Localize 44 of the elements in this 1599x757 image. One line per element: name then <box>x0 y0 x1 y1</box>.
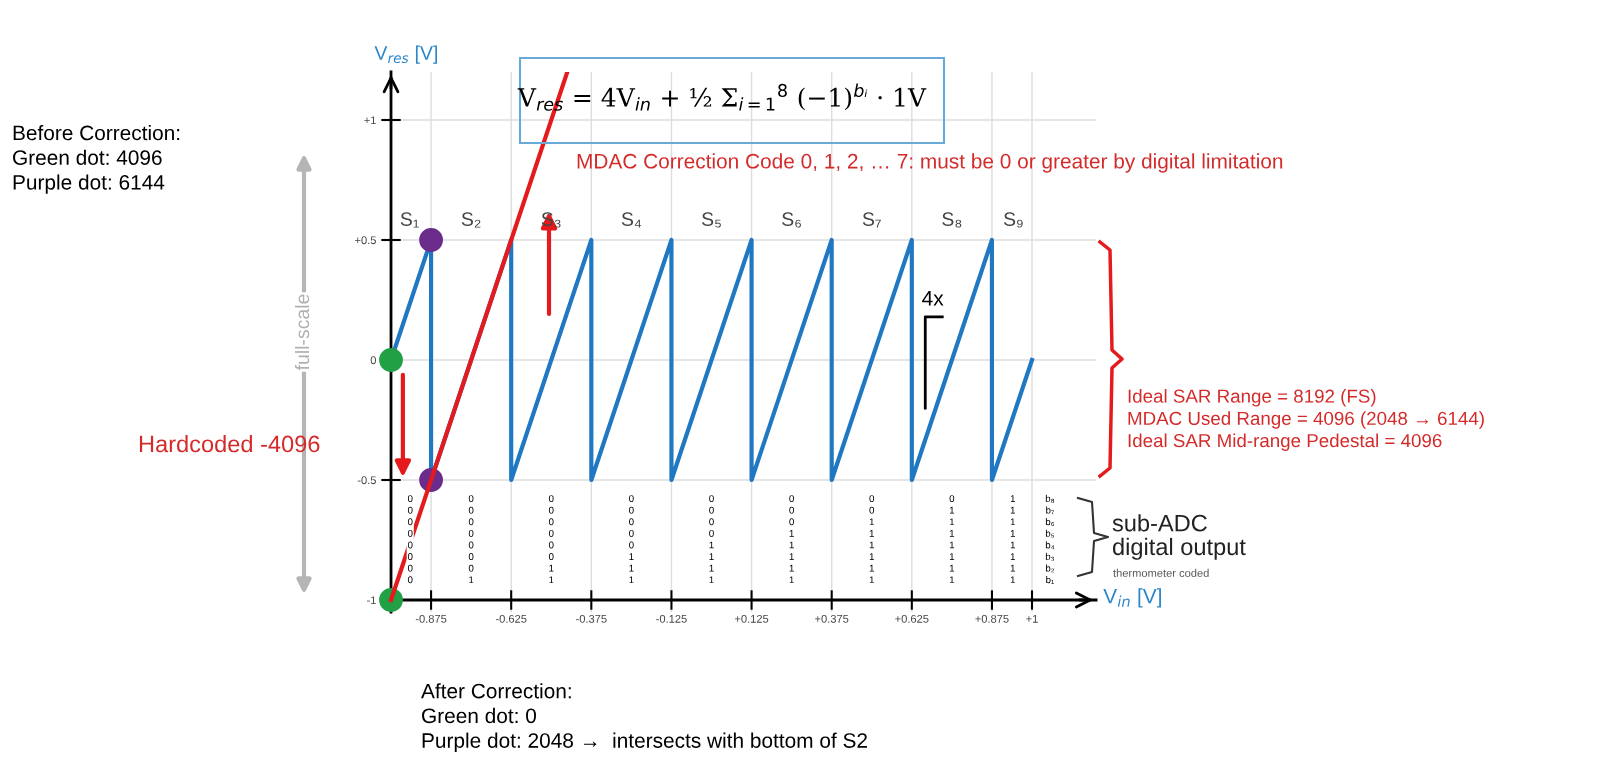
y-axis-title: V$_{res}$ [V] <box>374 45 437 64</box>
text: thermometer coded <box>1113 568 1209 577</box>
annotation: 0 0 0 0 0 0 0 1 <box>468 495 474 584</box>
annotation: 0 0 0 1 1 1 1 1 <box>789 495 794 584</box>
x-tick-label: -0.375 <box>576 614 607 623</box>
annotation: 0 1 1 1 1 1 1 1 <box>949 495 955 584</box>
text: Before Correction: Green dot: 4096 Purple dot: 6144 <box>13 125 180 194</box>
text: full-scale <box>294 294 310 371</box>
annotation: b₈ b₇ b₆ b₅ b₄ b₃ b₂ b₁ <box>1045 494 1055 584</box>
x-tick-label: -0.125 <box>656 614 687 623</box>
y-tick-label: -0.5 <box>357 476 376 485</box>
annotation: S₇ <box>862 212 881 228</box>
y-tick-label: +1 <box>364 116 376 125</box>
text: After Correction: Green dot: 0 Purple dot: 2048 → intersects with bottom of S2 <box>421 683 867 752</box>
annotation: 0 0 1 1 1 1 1 1 <box>869 495 875 584</box>
x-tick-label: +0.625 <box>895 614 929 623</box>
y-tick-label: -1 <box>367 596 376 605</box>
annotation: MDAC Correction Code 0, 1, 2, … 7: must be 0 or greater by digital limitation <box>577 153 1283 173</box>
annotation: 1 1 1 1 1 1 1 1 <box>1010 495 1015 584</box>
annotation: S₂ <box>461 212 481 228</box>
annotation: S₈ <box>942 212 962 228</box>
x-axis-title: V$_{in}$ [V] <box>1103 588 1161 608</box>
x-tick-label: +0.875 <box>975 614 1009 623</box>
annotation: 0 0 0 0 0 1 1 1 <box>629 495 634 584</box>
annotation: S₄ <box>621 212 642 228</box>
x-tick-label: +0.125 <box>734 614 769 623</box>
annotation: S₆ <box>782 212 801 228</box>
x-tick-label: -0.625 <box>495 614 527 623</box>
annotation: 4x <box>922 291 944 306</box>
annotation: S₁ <box>400 212 419 228</box>
annotation: 0 0 0 0 0 0 1 1 <box>548 495 554 584</box>
annotation: 0 0 0 0 1 1 1 1 <box>709 495 714 584</box>
y-tick-label: 0 <box>370 356 376 365</box>
text: Hardcoded -4096 <box>139 434 320 453</box>
x-tick-label: +1 <box>1026 614 1038 623</box>
text: Ideal SAR Range = 8192 (FS) MDAC Used Range = 4096 (2048 → 6144) Ideal SAR Mid-range Pedestal = 4096 <box>1128 389 1484 451</box>
annotation: 0 0 0 0 0 0 0 0 <box>407 495 413 584</box>
text: sub-ADC digital output <box>1112 514 1246 560</box>
x-tick-label: -0.875 <box>415 614 447 623</box>
y-tick-label: +0.5 <box>355 236 376 245</box>
annotation: S₅ <box>701 212 721 228</box>
annotation: S₃ <box>541 212 561 228</box>
annotation: S₉ <box>1003 212 1023 228</box>
x-tick-label: +0.375 <box>815 614 849 623</box>
